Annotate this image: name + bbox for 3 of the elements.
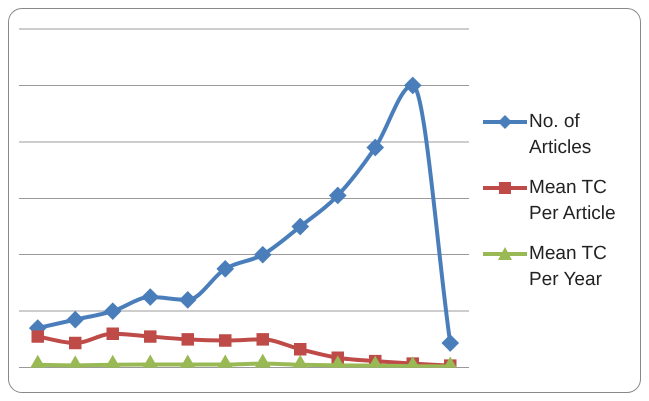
legend-label: Mean TC Per Article bbox=[529, 176, 617, 226]
legend-label: No. of Articles bbox=[529, 110, 592, 160]
legend-label: Mean TC Per Year bbox=[529, 242, 608, 292]
